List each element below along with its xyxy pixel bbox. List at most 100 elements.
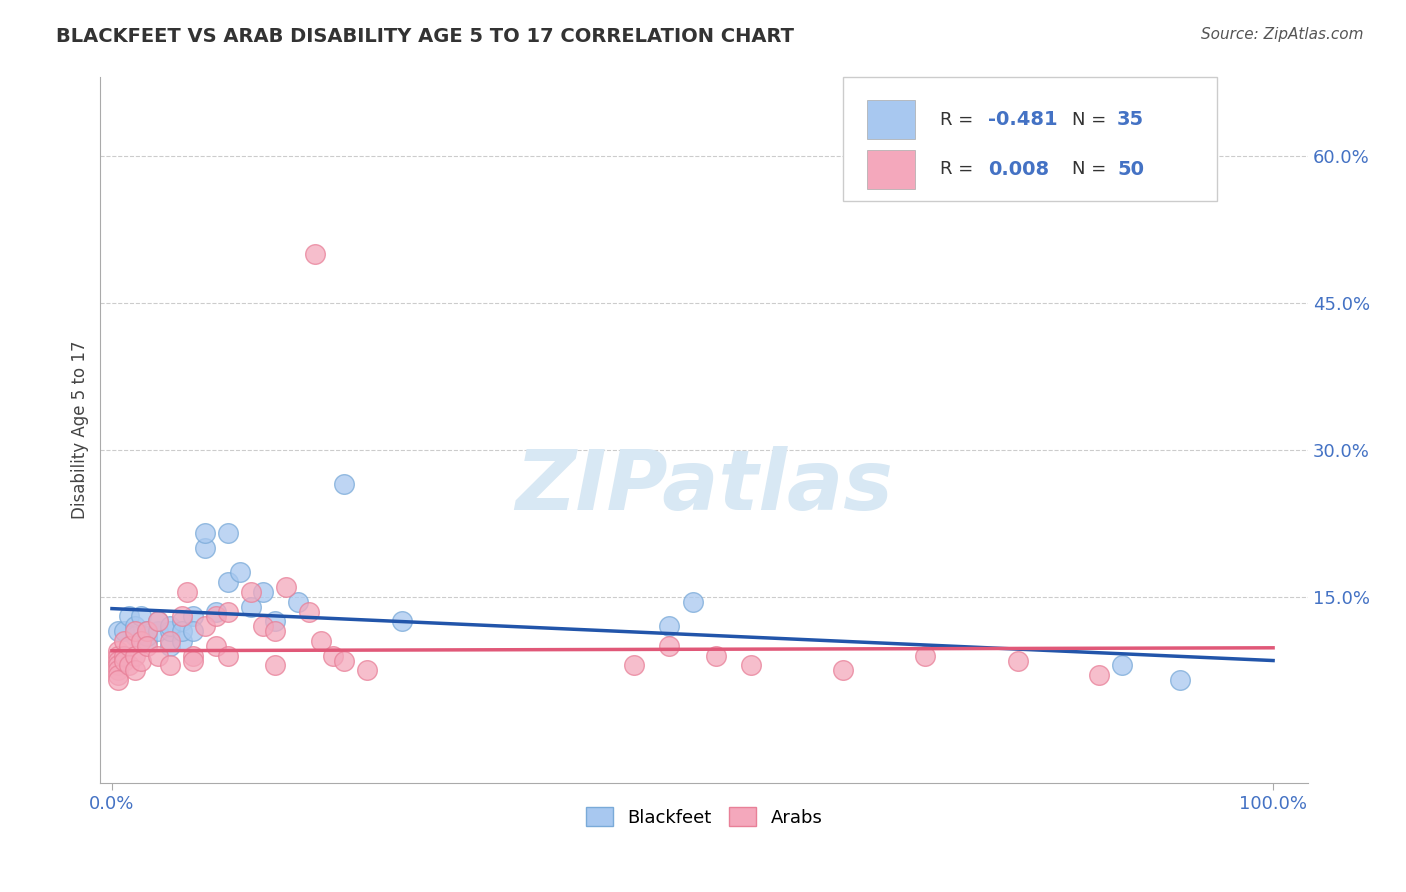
Point [112,648,135,663]
Point [148,624,170,639]
Point [263,658,285,673]
Point [159,634,181,648]
Point [205,609,228,624]
Point [252,585,274,599]
Point [623,658,645,673]
Point [263,615,285,629]
Point [129,634,152,648]
Point [112,654,135,668]
Point [148,648,170,663]
Point [124,629,146,643]
Point [107,664,129,678]
Point [181,654,204,668]
Point [914,648,936,663]
Point [170,615,193,629]
Point [129,609,152,624]
Text: BLACKFEET VS ARAB DISABILITY AGE 5 TO 17 CORRELATION CHART: BLACKFEET VS ARAB DISABILITY AGE 5 TO 17… [56,27,794,45]
Point [181,624,204,639]
Y-axis label: Disability Age 5 to 17: Disability Age 5 to 17 [72,341,89,519]
FancyBboxPatch shape [844,78,1218,201]
Point [118,658,141,673]
Point [240,599,263,614]
Point [159,619,181,633]
Point [322,648,344,663]
Point [135,624,157,639]
Point [118,639,141,653]
Point [135,624,157,639]
Point [135,629,157,643]
Point [181,609,204,624]
Point [107,668,129,682]
Point [217,605,239,619]
Text: Source: ZipAtlas.com: Source: ZipAtlas.com [1201,27,1364,42]
Point [124,664,146,678]
Point [159,624,181,639]
Point [107,624,129,639]
Point [228,566,250,580]
Point [217,575,239,590]
Point [135,634,157,648]
Point [298,605,321,619]
Text: R =: R = [939,161,979,178]
Point [658,639,681,653]
Text: ZIPatlas: ZIPatlas [515,446,893,527]
Text: 35: 35 [1118,111,1144,129]
Point [170,609,193,624]
Text: N =: N = [1073,111,1112,128]
Point [391,615,413,629]
Point [1007,654,1029,668]
Point [356,664,378,678]
Text: 0.008: 0.008 [988,160,1049,178]
FancyBboxPatch shape [868,101,915,139]
Point [682,595,704,609]
Point [205,639,228,653]
Point [135,639,157,653]
Text: R =: R = [939,111,979,128]
Point [112,634,135,648]
Point [287,595,309,609]
Point [333,477,356,491]
Point [124,648,146,663]
Point [658,619,681,633]
Point [832,664,855,678]
Point [118,609,141,624]
Point [194,526,217,541]
Point [148,615,170,629]
Point [181,648,204,663]
Point [107,654,129,668]
Point [217,526,239,541]
Point [1111,658,1133,673]
Point [333,654,356,668]
Point [276,580,298,594]
Point [704,648,727,663]
Point [107,644,129,658]
Point [1168,673,1191,687]
Point [1088,668,1111,682]
Point [129,654,152,668]
Point [740,658,762,673]
Point [148,615,170,629]
Point [124,624,146,639]
Point [107,648,129,663]
Point [170,624,193,639]
Point [170,634,193,648]
Point [217,648,239,663]
Point [252,619,274,633]
Point [107,658,129,673]
Point [194,541,217,555]
Point [205,605,228,619]
Text: -0.481: -0.481 [988,111,1057,129]
Point [240,585,263,599]
Point [263,624,285,639]
Point [176,585,198,599]
Point [194,619,217,633]
Point [159,658,181,673]
Point [107,673,129,687]
Point [159,639,181,653]
FancyBboxPatch shape [868,150,915,188]
Text: 50: 50 [1118,160,1144,178]
Point [124,619,146,633]
Text: N =: N = [1073,161,1112,178]
Point [304,247,326,261]
Point [309,634,332,648]
